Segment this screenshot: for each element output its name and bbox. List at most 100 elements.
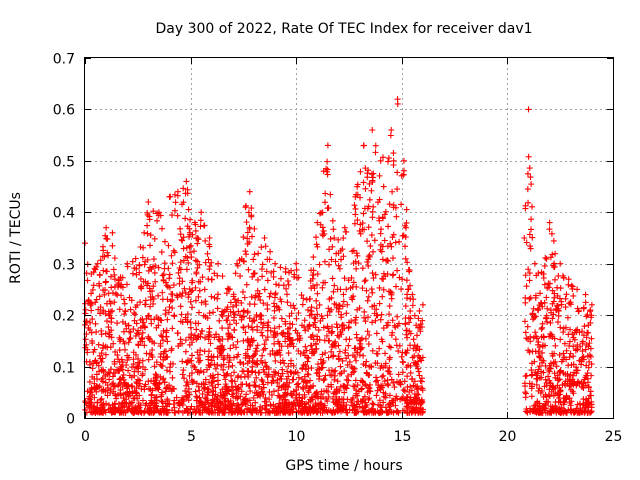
data-point [357, 346, 364, 353]
data-point [389, 317, 396, 324]
data-point [131, 310, 138, 317]
data-point [259, 332, 266, 339]
data-point [394, 169, 401, 176]
data-point [316, 365, 323, 372]
data-point [266, 293, 273, 300]
data-point [220, 346, 227, 353]
data-point [350, 260, 357, 267]
data-point [217, 389, 224, 396]
data-point [547, 319, 554, 326]
data-point [356, 337, 363, 344]
data-point [95, 341, 102, 348]
data-point [88, 307, 95, 314]
data-point [303, 400, 310, 407]
data-point [556, 395, 563, 402]
data-point [310, 254, 317, 261]
data-point [112, 405, 119, 412]
data-point [152, 385, 159, 392]
data-point [263, 399, 270, 406]
data-point [371, 302, 378, 309]
data-point [244, 309, 251, 316]
data-point [538, 326, 545, 333]
data-point [253, 374, 260, 381]
data-point [354, 349, 361, 356]
data-point [179, 340, 186, 347]
data-point [417, 377, 424, 384]
data-point [195, 278, 202, 285]
data-point [162, 307, 169, 314]
data-point [160, 327, 167, 334]
data-point [277, 264, 284, 271]
data-point [376, 284, 383, 291]
data-point [148, 392, 155, 399]
data-point [259, 324, 266, 331]
data-point [129, 383, 136, 390]
data-point [157, 353, 164, 360]
data-point [111, 360, 118, 367]
data-point [525, 153, 532, 160]
data-point [529, 234, 536, 241]
data-point [242, 202, 249, 209]
data-point [321, 388, 328, 395]
data-point [586, 358, 593, 365]
data-point [419, 301, 426, 308]
data-point [545, 398, 552, 405]
data-point [550, 264, 557, 271]
data-point [574, 346, 581, 353]
data-point [321, 230, 328, 237]
data-point [202, 259, 209, 266]
data-point [152, 278, 159, 285]
data-point [112, 348, 119, 355]
data-point [335, 353, 342, 360]
data-point [540, 393, 547, 400]
data-point [263, 364, 270, 371]
data-point [393, 283, 400, 290]
data-point [380, 399, 387, 406]
data-point [158, 249, 165, 256]
data-point [334, 332, 341, 339]
data-point [131, 317, 138, 324]
data-point [158, 332, 165, 339]
data-point [552, 374, 559, 381]
data-point [94, 260, 101, 267]
data-point [364, 238, 371, 245]
data-point [299, 376, 306, 383]
data-point [174, 212, 181, 219]
data-point [159, 225, 166, 232]
data-point [294, 369, 301, 376]
data-point [377, 402, 384, 409]
data-point [216, 317, 223, 324]
data-point [331, 235, 338, 241]
data-point [131, 372, 138, 379]
data-point [89, 373, 96, 380]
data-point [301, 393, 308, 400]
data-point [552, 342, 559, 349]
data-point [546, 219, 553, 226]
data-point [528, 393, 535, 400]
data-point [161, 238, 168, 245]
data-point [111, 276, 118, 283]
data-point [365, 293, 372, 300]
data-point [150, 283, 157, 290]
data-point [385, 382, 392, 389]
x-axis-label: GPS time / hours [285, 458, 402, 474]
data-point [366, 180, 373, 187]
data-point [183, 393, 190, 400]
data-point [416, 307, 423, 314]
data-point [383, 257, 390, 264]
data-point [159, 403, 166, 410]
data-point [537, 409, 544, 416]
data-point [330, 288, 337, 295]
data-point [521, 235, 528, 241]
data-point [353, 265, 360, 272]
data-point [319, 406, 326, 413]
data-point [390, 255, 397, 262]
data-point [402, 303, 409, 310]
data-point [245, 266, 252, 273]
data-point [321, 258, 328, 265]
data-point [570, 372, 577, 379]
data-point [176, 265, 183, 272]
data-point [246, 315, 253, 322]
data-point [206, 243, 213, 250]
data-point [257, 393, 264, 400]
